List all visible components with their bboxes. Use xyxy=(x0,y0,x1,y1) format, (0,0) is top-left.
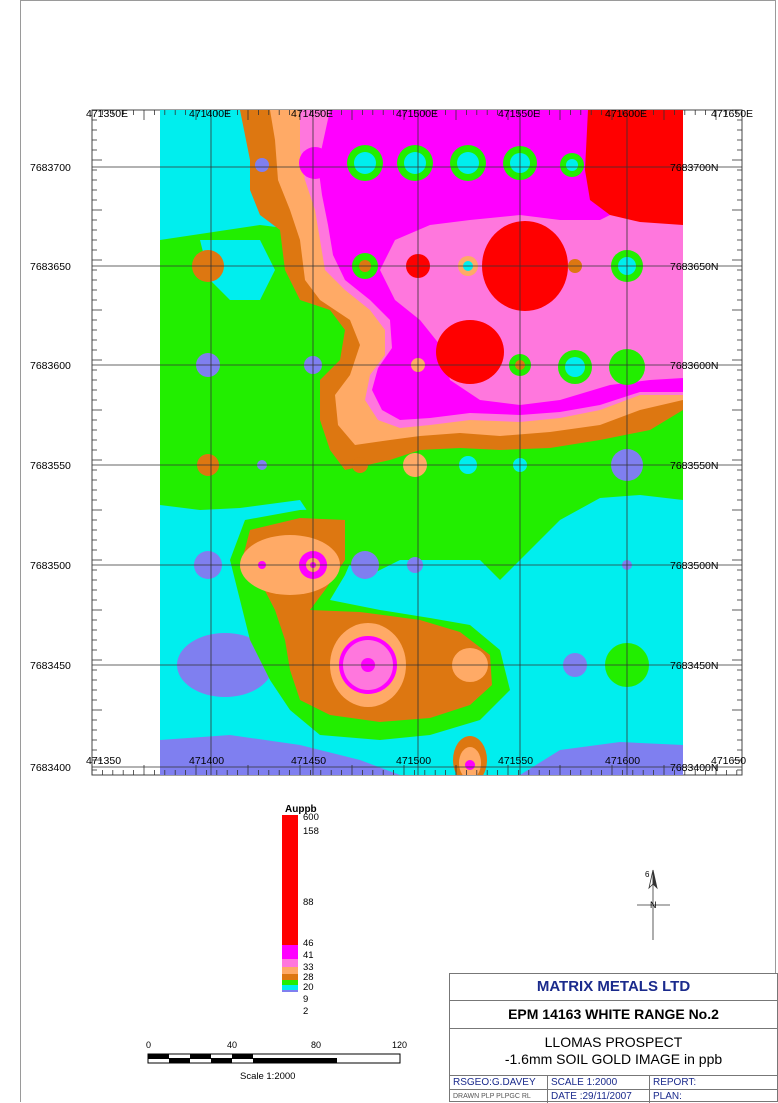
north-arrow-icon xyxy=(637,869,670,940)
legend-label: 46 xyxy=(303,938,314,949)
easting-label-top: 471600E xyxy=(605,108,647,120)
image-description: -1.6mm SOIL GOLD IMAGE in ppb xyxy=(504,1051,723,1067)
date-field: DATE :29/11/2007 xyxy=(548,1090,650,1103)
easting-label-bottom: 471600 xyxy=(605,755,640,767)
title-block: MATRIX METALS LTD EPM 14163 WHITE RANGE … xyxy=(449,973,778,1103)
map-subtitle: LLOMAS PROSPECT -1.6mm SOIL GOLD IMAGE i… xyxy=(450,1029,777,1076)
northing-label-right: 7683450N xyxy=(670,660,718,672)
easting-label-top: 471450E xyxy=(291,108,333,120)
legend-label: 158 xyxy=(303,826,319,837)
easting-label-bottom: 471650 xyxy=(711,755,746,767)
easting-label-top: 471650E xyxy=(711,108,753,120)
legend-label: 28 xyxy=(303,972,314,983)
northing-label-left: 7683600 xyxy=(30,360,71,372)
company-name: MATRIX METALS LTD xyxy=(450,974,777,1001)
legend-label: 600 xyxy=(303,812,319,823)
drawn-by: DRAWN PLP PLPGC RL xyxy=(450,1090,548,1103)
title-row-1: RSGEO:G.DAVEY SCALE 1:2000 REPORT: xyxy=(450,1076,777,1090)
northing-label-left: 7683650 xyxy=(30,261,71,273)
easting-label-bottom: 471500 xyxy=(396,755,431,767)
northing-label-left: 7683450 xyxy=(30,660,71,672)
gold-image xyxy=(160,110,683,775)
scale-tick-label: 120 xyxy=(392,1040,407,1050)
map-sheet xyxy=(20,0,776,1102)
geologist: RSGEO:G.DAVEY xyxy=(450,1076,548,1089)
scale-tick-label: 0 xyxy=(146,1040,151,1050)
easting-label-top: 471500E xyxy=(396,108,438,120)
north-arrow-label: N xyxy=(650,900,657,910)
scale-tick-label: 40 xyxy=(227,1040,237,1050)
northing-label-left: 7683400 xyxy=(30,762,71,774)
legend-label: 33 xyxy=(303,962,314,973)
legend-label: 2 xyxy=(303,1006,308,1017)
easting-label-bottom: 471350 xyxy=(86,755,121,767)
legend-title: Auppb xyxy=(285,804,317,815)
northing-label-left: 7683700 xyxy=(30,162,71,174)
easting-label-top: 471400E xyxy=(189,108,231,120)
scale-tick-label: 80 xyxy=(311,1040,321,1050)
northing-label-right: 7683550N xyxy=(670,460,718,472)
northing-label-right: 7683600N xyxy=(670,360,718,372)
scale-bar: 0 40 80 120 Scale 1:2000 xyxy=(146,1040,407,1082)
legend-label: 20 xyxy=(303,982,314,993)
legend-label: 88 xyxy=(303,897,314,908)
northing-label-right: 7683650N xyxy=(670,261,718,273)
plan-field: PLAN: xyxy=(653,1091,682,1102)
axis-ticks xyxy=(91,109,742,775)
north-arrow-number: 6 xyxy=(645,870,650,879)
easting-label-bottom: 471450 xyxy=(291,755,326,767)
northing-label-right: 7683700N xyxy=(670,162,718,174)
scale-caption: Scale 1:2000 xyxy=(240,1071,295,1082)
easting-label-bottom: 471400 xyxy=(189,755,224,767)
legend-label: 9 xyxy=(303,994,308,1005)
easting-label-top: 471550E xyxy=(498,108,540,120)
northing-label-right: 7683500N xyxy=(670,560,718,572)
report-field: REPORT: xyxy=(653,1077,697,1088)
easting-label-top: 471350E xyxy=(86,108,128,120)
legend-label: 41 xyxy=(303,950,314,961)
scale-text: SCALE 1:2000 xyxy=(548,1076,650,1089)
axis-labels: 471350E 471400E 471450E 471500E 471550E 47160… xyxy=(30,108,753,774)
title-row-2: DRAWN PLP PLPGC RL DATE :29/11/2007 PLAN… xyxy=(450,1090,777,1103)
northing-label-right: 7683400N xyxy=(670,762,718,774)
project-title: EPM 14163 WHITE RANGE No.2 xyxy=(450,1001,777,1029)
prospect-name: LLOMAS PROSPECT xyxy=(544,1034,683,1050)
northing-label-left: 7683500 xyxy=(30,560,71,572)
easting-label-bottom: 471550 xyxy=(498,755,533,767)
northing-label-left: 7683550 xyxy=(30,460,71,472)
coordinate-grid xyxy=(92,110,742,775)
